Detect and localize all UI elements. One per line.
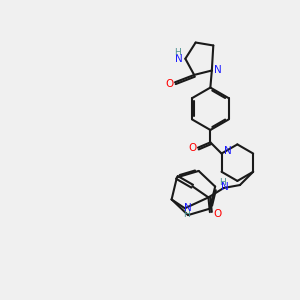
Text: O: O [165,79,173,89]
Text: N: N [214,65,222,76]
Text: N: N [184,203,192,213]
Text: N: N [221,182,229,191]
Text: H: H [175,48,181,57]
Text: H: H [183,210,190,219]
Text: H: H [219,178,226,187]
Text: O: O [188,142,196,153]
Text: N: N [224,146,231,156]
Text: O: O [213,208,221,219]
Text: N: N [175,54,183,64]
